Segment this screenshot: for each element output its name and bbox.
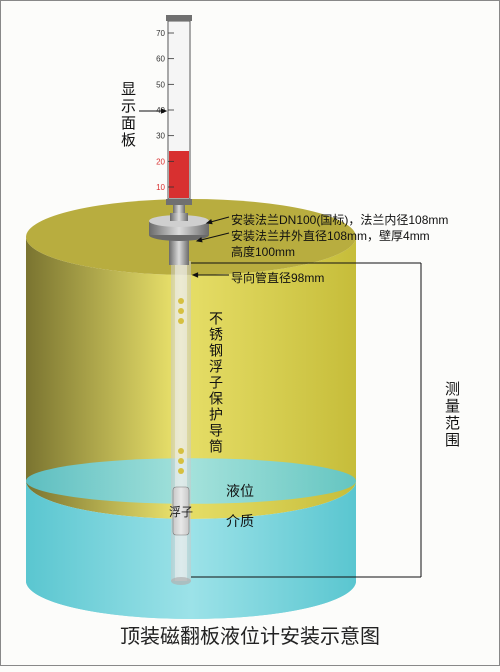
- protective-tube-label: 不锈钢浮子保护导筒: [206, 311, 226, 455]
- protective-tube-cap: [171, 577, 191, 585]
- indicator-bottom-cap: [166, 199, 192, 205]
- flange-label-3: 高度100mm: [231, 243, 295, 260]
- float-beads-upper: [178, 298, 184, 324]
- float-beads-lower: [178, 448, 184, 474]
- svg-text:70: 70: [156, 29, 165, 38]
- connector-joint: [170, 213, 188, 221]
- indicator-top-cap: [166, 15, 192, 21]
- guide-tube-dia-label: 导向管直径98mm: [231, 269, 324, 286]
- measure-range-label: 测量范围: [441, 381, 462, 449]
- indicator-red-zone: [169, 151, 189, 198]
- caption: 顶装磁翻板液位计安装示意图: [1, 620, 499, 649]
- svg-text:30: 30: [156, 132, 165, 141]
- medium-label: 介质: [226, 511, 254, 531]
- flange-label-2: 安装法兰并外直径108mm，壁厚4mm: [231, 227, 430, 244]
- display-panel-label: 显示面板: [117, 81, 138, 149]
- float-label: 浮子: [169, 503, 193, 520]
- indicator-white-zone: [169, 22, 189, 151]
- svg-text:60: 60: [156, 55, 165, 64]
- diagram-svg: 70605040302010: [1, 1, 500, 667]
- svg-text:50: 50: [156, 80, 165, 89]
- svg-text:20: 20: [156, 157, 165, 166]
- svg-text:10: 10: [156, 183, 165, 192]
- flange-label-1: 安装法兰DN100(国标)，法兰内径108mm: [231, 211, 448, 228]
- liquid-level-label: 液位: [226, 481, 254, 501]
